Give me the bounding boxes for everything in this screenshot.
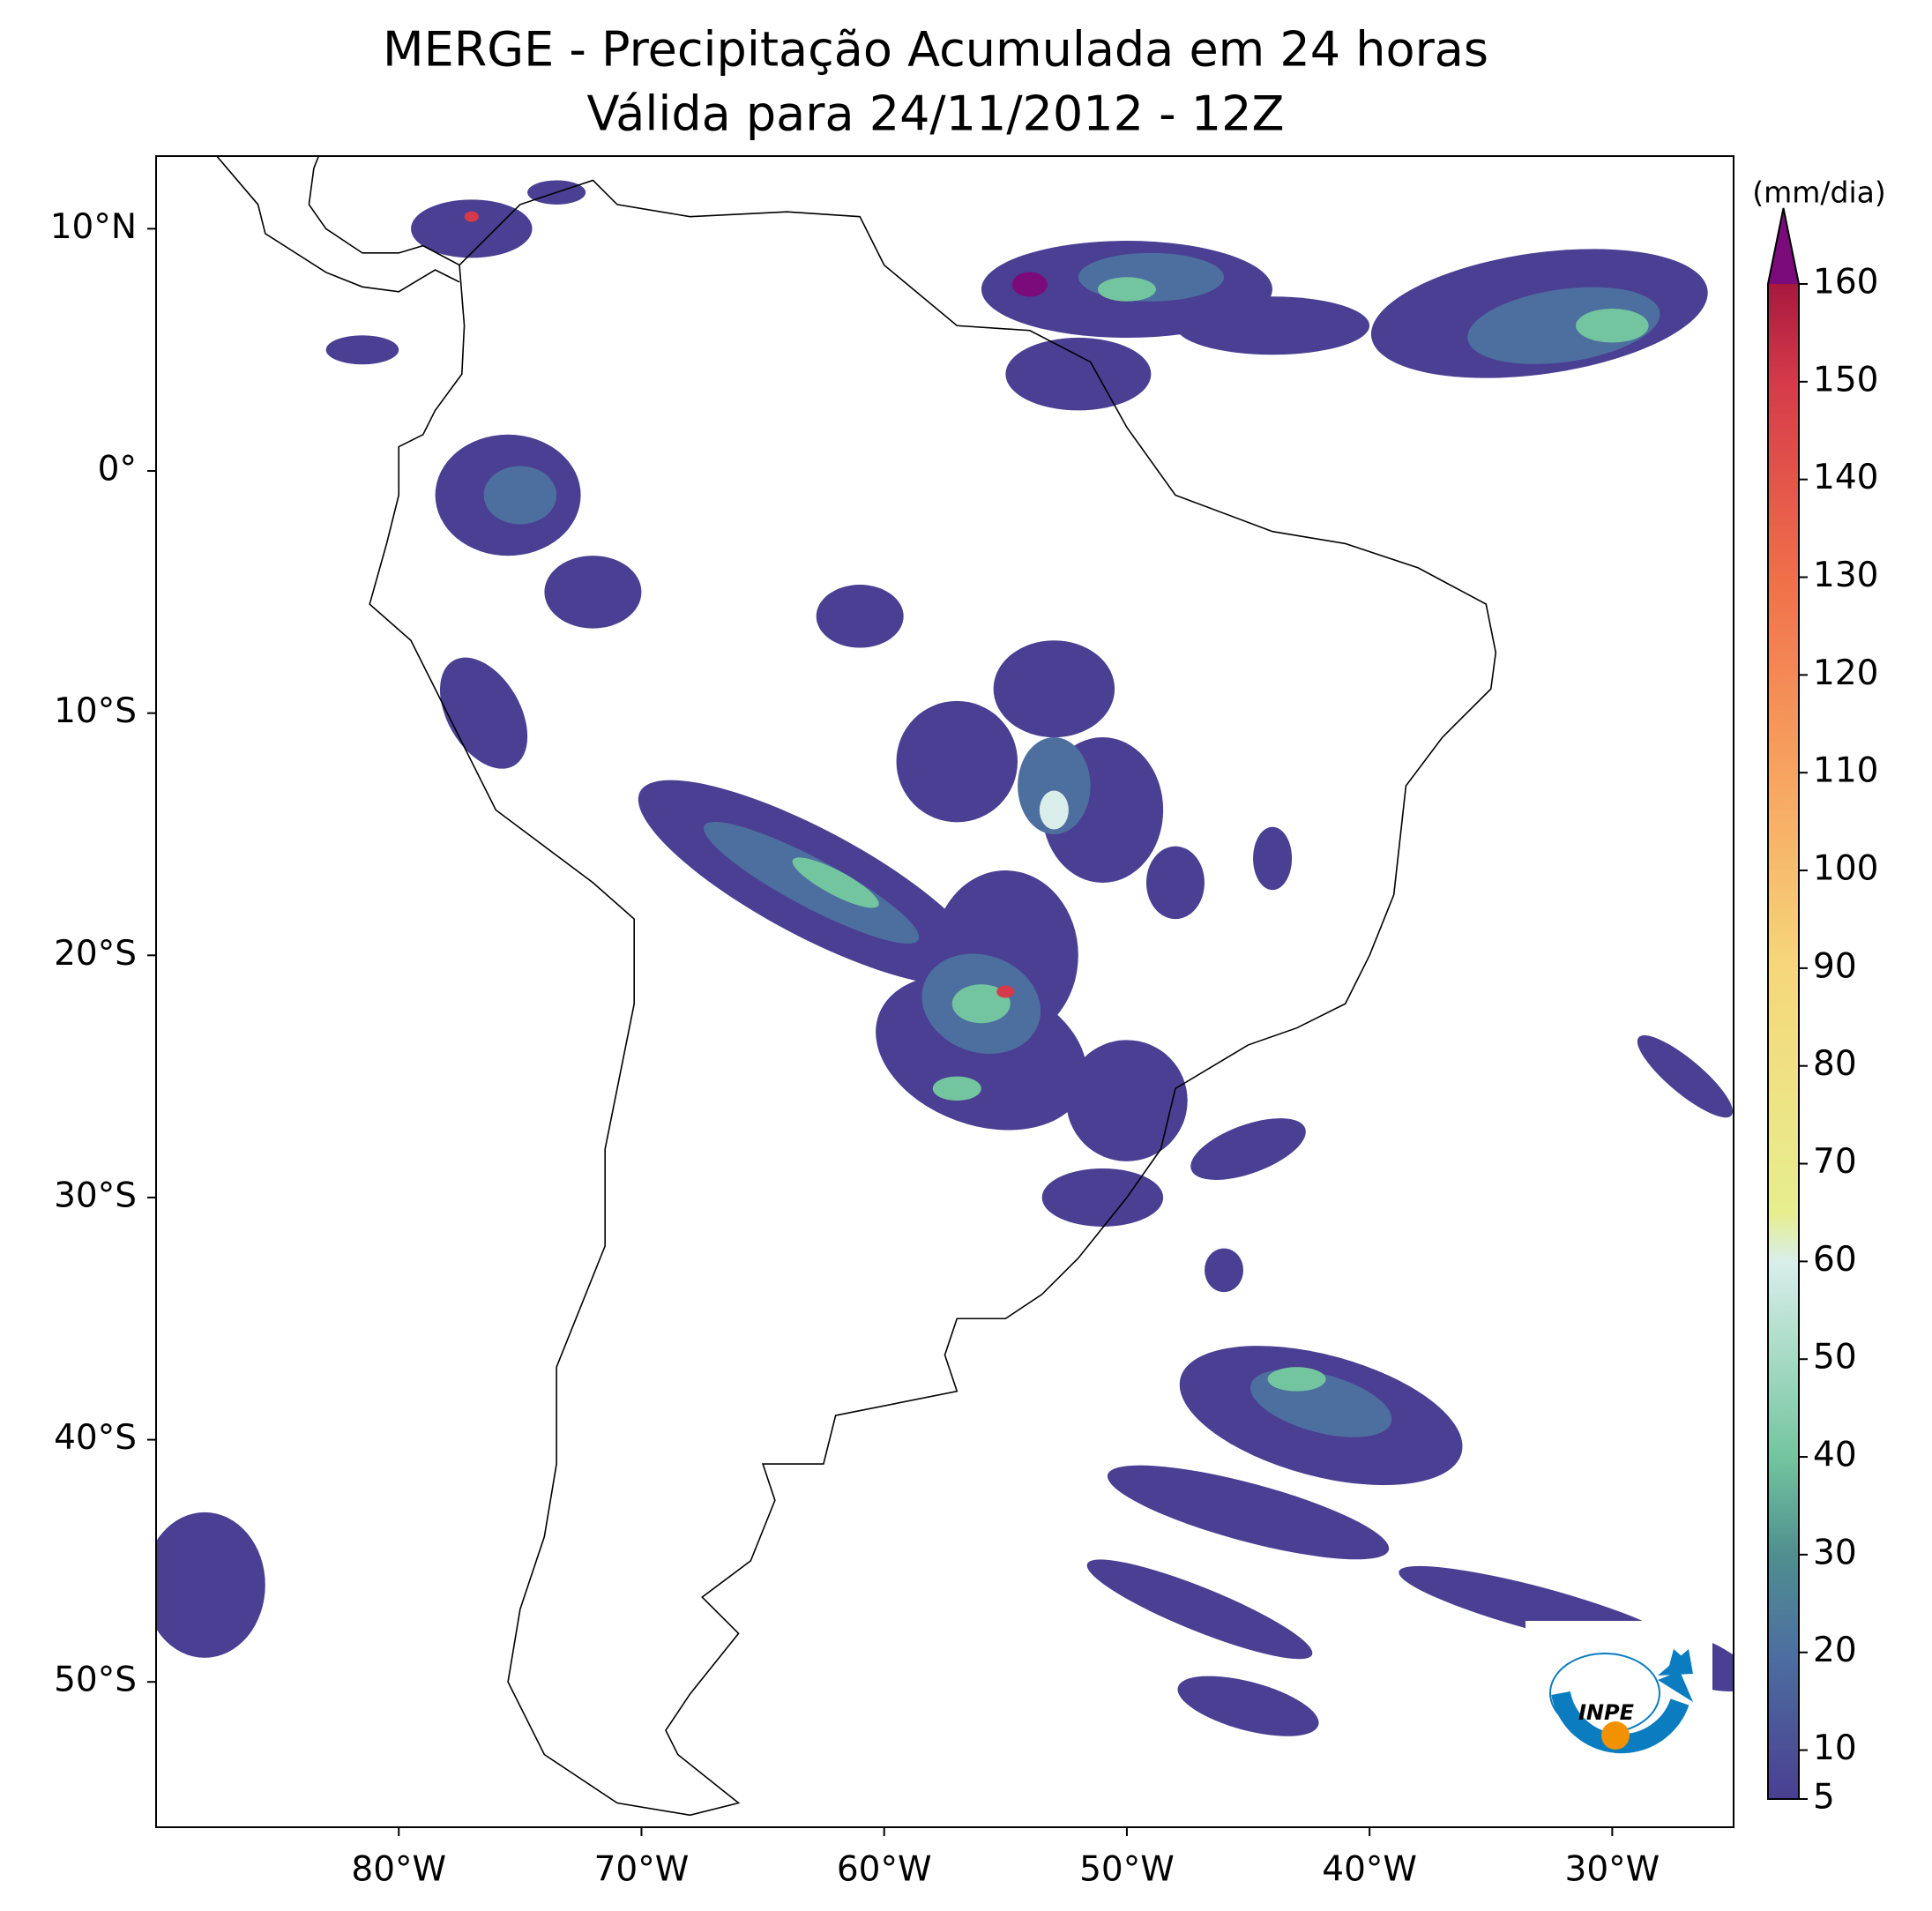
colorbar-tick-label: 40 (1813, 1436, 1857, 1475)
rain-area (1066, 1040, 1188, 1161)
rain-area (1005, 337, 1152, 411)
rain-area (1175, 296, 1370, 355)
colorbar-label: (mm/dia) (1752, 175, 1886, 210)
inpe-logo: INPE (1525, 1621, 1712, 1788)
colorbar-tick-label: 150 (1813, 360, 1878, 399)
logo-sun (1601, 1721, 1630, 1750)
rain-area (816, 585, 904, 648)
rain-area (704, 821, 920, 944)
colorbar-tick-label: 130 (1813, 556, 1878, 595)
colorbar-tick-label: 60 (1813, 1240, 1857, 1280)
colorbar-tick-label: 100 (1813, 849, 1878, 889)
rain-area (1267, 1367, 1326, 1392)
colorbar-tick-label: 10 (1813, 1728, 1857, 1768)
subtitle: Válida para 24/11/2012 - 12Z (587, 86, 1285, 142)
rain-peak (464, 211, 479, 222)
colorbar-tick-label: 160 (1813, 263, 1878, 302)
x-tick-label: 60°W (837, 1850, 932, 1890)
rain-area (1190, 1118, 1306, 1180)
rain-area (1145, 846, 1205, 920)
colorbar (1768, 284, 1799, 1799)
x-tick-label: 70°W (594, 1850, 690, 1890)
x-tick-label: 40°W (1322, 1850, 1417, 1890)
colorbar-frame (1767, 207, 1800, 1800)
y-tick-label: 50°S (54, 1661, 137, 1700)
rain-area (792, 857, 879, 908)
map-frame (155, 155, 1734, 1828)
rain-area (1253, 826, 1293, 891)
rain-peak (1011, 272, 1048, 297)
rain-area (1107, 1465, 1390, 1560)
colorbar-tick-label: 110 (1813, 751, 1878, 791)
rain-area (1467, 287, 1660, 364)
rain-area (951, 984, 1011, 1024)
rain-area (932, 1076, 981, 1101)
logo-arrow-head (1658, 1649, 1693, 1676)
rain-area (483, 466, 557, 525)
rain-area (1205, 1248, 1244, 1293)
rain-area (439, 657, 528, 769)
y-tick-label: 20°S (54, 934, 137, 974)
rain-area (896, 700, 1018, 823)
y-tick-label: 40°S (54, 1418, 137, 1458)
y-tick-label: 10°N (50, 207, 137, 247)
y-tick-label: 0° (98, 450, 137, 489)
coastline (369, 179, 1497, 1817)
logo-text: INPE (1578, 1700, 1635, 1725)
x-tick-label: 30°W (1565, 1850, 1660, 1890)
rain-area (411, 199, 533, 258)
rain-area (1637, 1035, 1734, 1118)
colorbar-tick-label: 80 (1813, 1044, 1857, 1084)
colorbar-tick-label: 140 (1813, 458, 1878, 497)
rain-area (156, 1512, 265, 1658)
x-tick-label: 80°W (351, 1850, 446, 1890)
rain-area (1086, 1559, 1313, 1660)
rain-area (1177, 1676, 1319, 1736)
rain-area (252, 1848, 351, 1880)
colorbar-tick-label: 30 (1813, 1533, 1857, 1572)
colorbar-tick-label: 5 (1813, 1778, 1835, 1818)
x-tick-label: 50°W (1079, 1850, 1175, 1890)
rain-area (1039, 790, 1069, 830)
rain-area (544, 556, 642, 629)
rain-area (1018, 737, 1091, 835)
colorbar-tick-label: 90 (1813, 946, 1857, 986)
rain-area (325, 335, 399, 365)
rain-peak (996, 985, 1015, 998)
y-tick-label: 30°S (54, 1176, 137, 1215)
rain-area (1576, 308, 1649, 343)
rain-area (993, 640, 1115, 738)
colorbar-tick-label: 20 (1813, 1631, 1857, 1670)
title: MERGE - Precipitação Acumulada em 24 hor… (383, 22, 1488, 78)
map-area (156, 156, 1734, 1880)
colorbar-tick-label: 120 (1813, 653, 1878, 693)
colorbar-tick-label: 50 (1813, 1338, 1857, 1377)
y-tick-label: 10°S (54, 691, 137, 731)
rain-area (1041, 1168, 1164, 1227)
rain-area (1097, 277, 1156, 302)
colorbar-extend (1768, 208, 1799, 284)
coastline (216, 156, 460, 293)
coastline (308, 156, 460, 266)
colorbar-tick-label: 70 (1813, 1142, 1857, 1182)
